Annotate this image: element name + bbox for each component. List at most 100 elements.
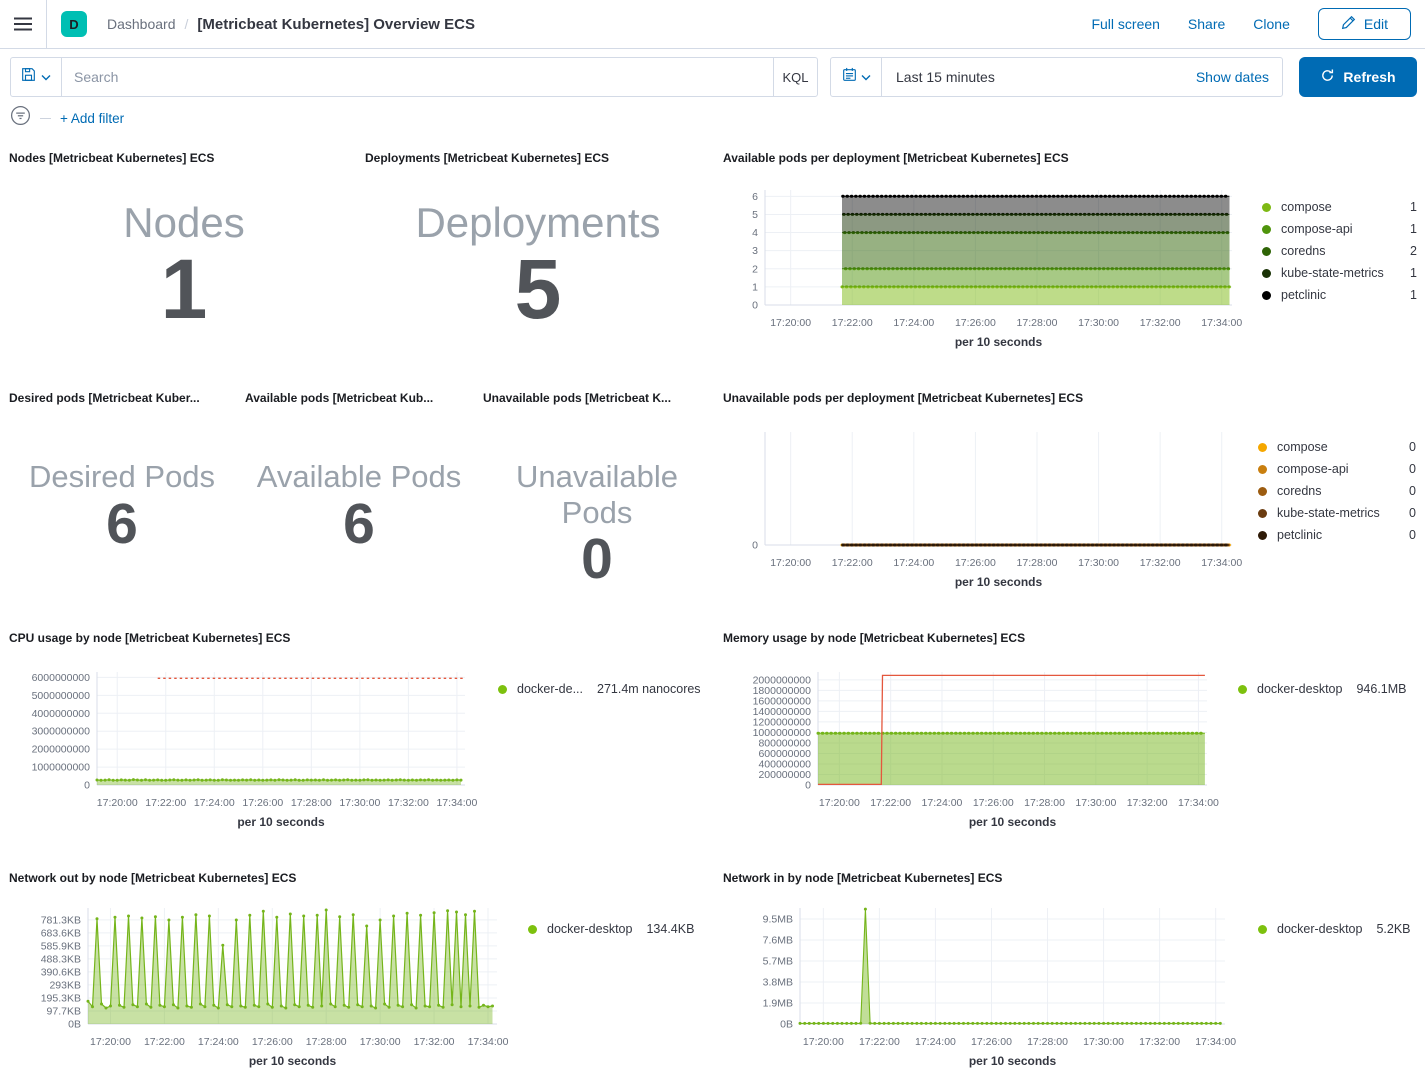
metric-label: Nodes — [123, 199, 245, 246]
svg-text:0B: 0B — [780, 1019, 793, 1031]
search-input[interactable] — [62, 58, 773, 96]
nodes-panel: Nodes [Metricbeat Kubernetes] ECS Nodes … — [8, 148, 360, 380]
svg-text:17:28:00: 17:28:00 — [1017, 557, 1058, 569]
clone-button[interactable]: Clone — [1253, 16, 1290, 32]
svg-text:17:20:00: 17:20:00 — [819, 797, 860, 809]
filter-icon[interactable] — [10, 105, 31, 131]
legend-item[interactable]: docker-desktop 134.4KB — [528, 918, 694, 940]
svg-text:17:22:00: 17:22:00 — [832, 557, 873, 569]
add-filter-button[interactable]: + Add filter — [60, 110, 125, 126]
legend-series-value: 946.1MB — [1356, 682, 1407, 696]
legend-item[interactable]: kube-state-metrics 0 — [1258, 502, 1416, 524]
svg-text:17:24:00: 17:24:00 — [893, 317, 934, 329]
svg-text:17:22:00: 17:22:00 — [145, 797, 186, 809]
legend-item[interactable]: kube-state-metrics 1 — [1262, 262, 1417, 284]
legend-series-dot — [1262, 290, 1271, 300]
legend-item[interactable]: docker-de... 271.4m nanocores — [498, 678, 701, 700]
svg-text:2: 2 — [752, 263, 758, 275]
legend-item[interactable]: docker-desktop 946.1MB — [1238, 678, 1407, 700]
legend-series-dot — [498, 684, 507, 694]
panel-title: Available pods [Metricbeat Kub... — [245, 391, 434, 405]
legend-item[interactable]: petclinic 1 — [1262, 284, 1417, 306]
svg-text:2000000000: 2000000000 — [753, 674, 812, 686]
unavailable-pods-per-deployment-panel: Unavailable pods per deployment [Metricb… — [722, 388, 1425, 620]
svg-text:5000000000: 5000000000 — [32, 690, 91, 702]
legend-series-value: 1 — [1410, 288, 1417, 302]
network-out-panel: Network out by node [Metricbeat Kubernet… — [8, 868, 712, 1091]
top-navigation-bar: D Dashboard / [Metricbeat Kubernetes] Ov… — [0, 0, 1425, 49]
svg-text:17:32:00: 17:32:00 — [1127, 797, 1168, 809]
quick-select-menu-button[interactable] — [831, 58, 882, 96]
panel-title: Network in by node [Metricbeat Kubernete… — [723, 871, 1003, 885]
legend-item[interactable]: compose-api 0 — [1258, 458, 1416, 480]
svg-text:17:26:00: 17:26:00 — [955, 317, 996, 329]
legend-series-label: kube-state-metrics — [1277, 506, 1380, 520]
svg-text:17:28:00: 17:28:00 — [1017, 317, 1058, 329]
svg-text:293KB: 293KB — [49, 979, 81, 991]
save-query-icon — [21, 67, 36, 87]
legend-series-value: 0 — [1409, 440, 1416, 454]
edit-button[interactable]: Edit — [1317, 8, 1411, 40]
breadcrumb-dashboard-link[interactable]: Dashboard — [107, 16, 176, 32]
panel-title: Nodes [Metricbeat Kubernetes] ECS — [9, 151, 215, 165]
legend-series-value: 5.2KB — [1376, 922, 1411, 936]
svg-text:4000000000: 4000000000 — [32, 708, 91, 720]
chevron-down-icon — [861, 68, 871, 86]
pencil-icon — [1341, 15, 1356, 33]
panel-title: Available pods per deployment [Metricbea… — [723, 151, 1069, 165]
menu-hamburger-icon[interactable] — [0, 17, 46, 31]
svg-text:488.3KB: 488.3KB — [41, 953, 81, 965]
svg-text:17:26:00: 17:26:00 — [973, 797, 1014, 809]
svg-text:17:24:00: 17:24:00 — [198, 1036, 239, 1048]
metric: Desired Pods 6 — [8, 459, 236, 553]
legend-item[interactable]: coredns 0 — [1258, 480, 1416, 502]
available-pods-per-deployment-chart: 0 1 2 3 4 5 6 17:20:00 17:22:00 17:24:00 17:26:00 1… — [752, 190, 1242, 349]
panel-title: Network out by node [Metricbeat Kubernet… — [9, 871, 297, 885]
legend-item[interactable]: compose-api 1 — [1262, 218, 1417, 240]
metric-label: Desired Pods — [28, 459, 216, 494]
svg-text:per 10 seconds: per 10 seconds — [969, 1054, 1057, 1068]
legend-item[interactable]: coredns 2 — [1262, 240, 1417, 262]
svg-text:17:20:00: 17:20:00 — [770, 317, 811, 329]
legend-series-value: 2 — [1410, 244, 1417, 258]
kql-toggle[interactable]: KQL — [773, 58, 817, 96]
refresh-button[interactable]: Refresh — [1299, 57, 1417, 97]
panel-title: Desired pods [Metricbeat Kuber... — [9, 391, 200, 405]
legend-item[interactable]: compose 1 — [1262, 196, 1417, 218]
metric: Deployments 5 — [364, 199, 712, 333]
share-button[interactable]: Share — [1187, 16, 1226, 32]
legend-series-dot — [1262, 268, 1271, 278]
svg-text:17:34:00: 17:34:00 — [1178, 797, 1219, 809]
legend-item[interactable]: compose 0 — [1258, 436, 1416, 458]
panel-title: Memory usage by node [Metricbeat Kuberne… — [723, 631, 1026, 645]
chart-legend: docker-desktop 946.1MB — [1238, 678, 1407, 700]
space-avatar[interactable]: D — [61, 11, 87, 37]
svg-text:1.9MB: 1.9MB — [763, 998, 793, 1010]
svg-text:1600000000: 1600000000 — [753, 695, 812, 707]
metric-value: 5 — [514, 242, 562, 337]
svg-text:3000000000: 3000000000 — [32, 726, 91, 738]
svg-text:0: 0 — [84, 780, 90, 792]
svg-text:17:32:00: 17:32:00 — [1140, 317, 1181, 329]
unavailable-pods-panel: Unavailable pods [Metricbeat K... Unavai… — [482, 388, 712, 620]
saved-query-menu-button[interactable] — [11, 58, 62, 96]
svg-text:17:34:00: 17:34:00 — [1201, 557, 1242, 569]
svg-text:0: 0 — [752, 540, 758, 552]
legend-series-label: kube-state-metrics — [1281, 266, 1384, 280]
svg-text:17:34:00: 17:34:00 — [1195, 1036, 1236, 1048]
legend-item[interactable]: petclinic 0 — [1258, 524, 1416, 546]
svg-text:17:34:00: 17:34:00 — [436, 797, 477, 809]
show-dates-button[interactable]: Show dates — [1195, 69, 1269, 85]
legend-series-dot — [1262, 246, 1271, 256]
legend-series-dot — [1238, 684, 1247, 694]
desired-pods-panel: Desired pods [Metricbeat Kuber... Desire… — [8, 388, 236, 620]
svg-text:per 10 seconds: per 10 seconds — [955, 335, 1043, 349]
metric-label: Deployments — [415, 199, 661, 246]
legend-series-label: docker-desktop — [1257, 682, 1343, 696]
svg-text:17:24:00: 17:24:00 — [893, 557, 934, 569]
full-screen-button[interactable]: Full screen — [1091, 16, 1160, 32]
legend-item[interactable]: docker-desktop 5.2KB — [1258, 918, 1411, 940]
time-range-value[interactable]: Last 15 minutes — [896, 69, 995, 85]
svg-text:per 10 seconds: per 10 seconds — [969, 815, 1057, 829]
